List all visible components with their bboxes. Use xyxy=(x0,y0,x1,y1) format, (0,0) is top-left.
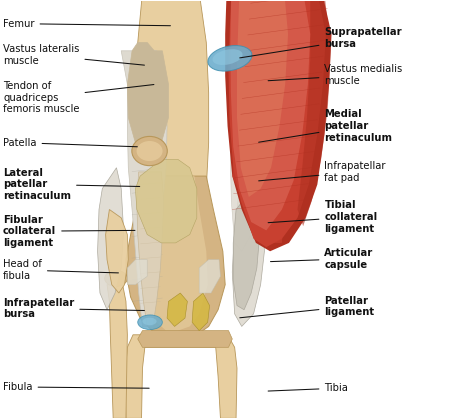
Text: Fibular
collateral
ligament: Fibular collateral ligament xyxy=(3,215,135,248)
Polygon shape xyxy=(230,118,264,251)
Polygon shape xyxy=(233,201,260,310)
Polygon shape xyxy=(121,51,167,326)
Text: Infrapatellar
bursa: Infrapatellar bursa xyxy=(3,297,145,319)
Text: Tibial
collateral
ligament: Tibial collateral ligament xyxy=(268,200,378,234)
Ellipse shape xyxy=(208,46,252,71)
Polygon shape xyxy=(146,176,208,331)
Text: Patella: Patella xyxy=(3,138,137,147)
Polygon shape xyxy=(126,176,225,339)
Polygon shape xyxy=(228,0,310,230)
Polygon shape xyxy=(156,0,331,251)
Text: Articular
capsule: Articular capsule xyxy=(271,248,374,269)
Polygon shape xyxy=(192,293,210,331)
Ellipse shape xyxy=(212,49,243,65)
Polygon shape xyxy=(125,335,237,418)
Text: Tibia: Tibia xyxy=(268,383,348,393)
Ellipse shape xyxy=(105,271,128,286)
Text: Vastus lateralis
muscle: Vastus lateralis muscle xyxy=(3,44,145,66)
Text: Patellar
ligament: Patellar ligament xyxy=(240,295,374,318)
Text: Vastus medialis
muscle: Vastus medialis muscle xyxy=(268,64,403,86)
Text: Femur: Femur xyxy=(3,19,171,28)
Polygon shape xyxy=(137,172,164,326)
Polygon shape xyxy=(128,42,168,159)
Polygon shape xyxy=(106,210,128,293)
Polygon shape xyxy=(232,176,264,326)
Text: Medial
patellar
retinaculum: Medial patellar retinaculum xyxy=(259,109,392,142)
Polygon shape xyxy=(128,260,147,285)
Polygon shape xyxy=(136,159,197,243)
Polygon shape xyxy=(138,0,209,189)
Polygon shape xyxy=(138,331,232,347)
Text: Lateral
patellar
retinaculum: Lateral patellar retinaculum xyxy=(3,168,140,201)
Text: Tendon of
quadriceps
femoris muscle: Tendon of quadriceps femoris muscle xyxy=(3,81,154,114)
Text: Infrapatellar
fat pad: Infrapatellar fat pad xyxy=(259,161,386,183)
Ellipse shape xyxy=(138,315,162,330)
Ellipse shape xyxy=(132,137,167,166)
Text: Head of
fibula: Head of fibula xyxy=(3,259,118,281)
Polygon shape xyxy=(167,293,187,326)
Text: Fibula: Fibula xyxy=(3,382,149,392)
Polygon shape xyxy=(161,0,326,247)
Polygon shape xyxy=(199,260,220,293)
Polygon shape xyxy=(232,147,284,243)
Polygon shape xyxy=(98,168,124,310)
Ellipse shape xyxy=(143,318,156,325)
Polygon shape xyxy=(237,0,288,197)
Text: Suprapatellar
bursa: Suprapatellar bursa xyxy=(240,28,402,58)
Ellipse shape xyxy=(137,141,163,161)
Polygon shape xyxy=(107,285,128,418)
Polygon shape xyxy=(298,0,330,226)
